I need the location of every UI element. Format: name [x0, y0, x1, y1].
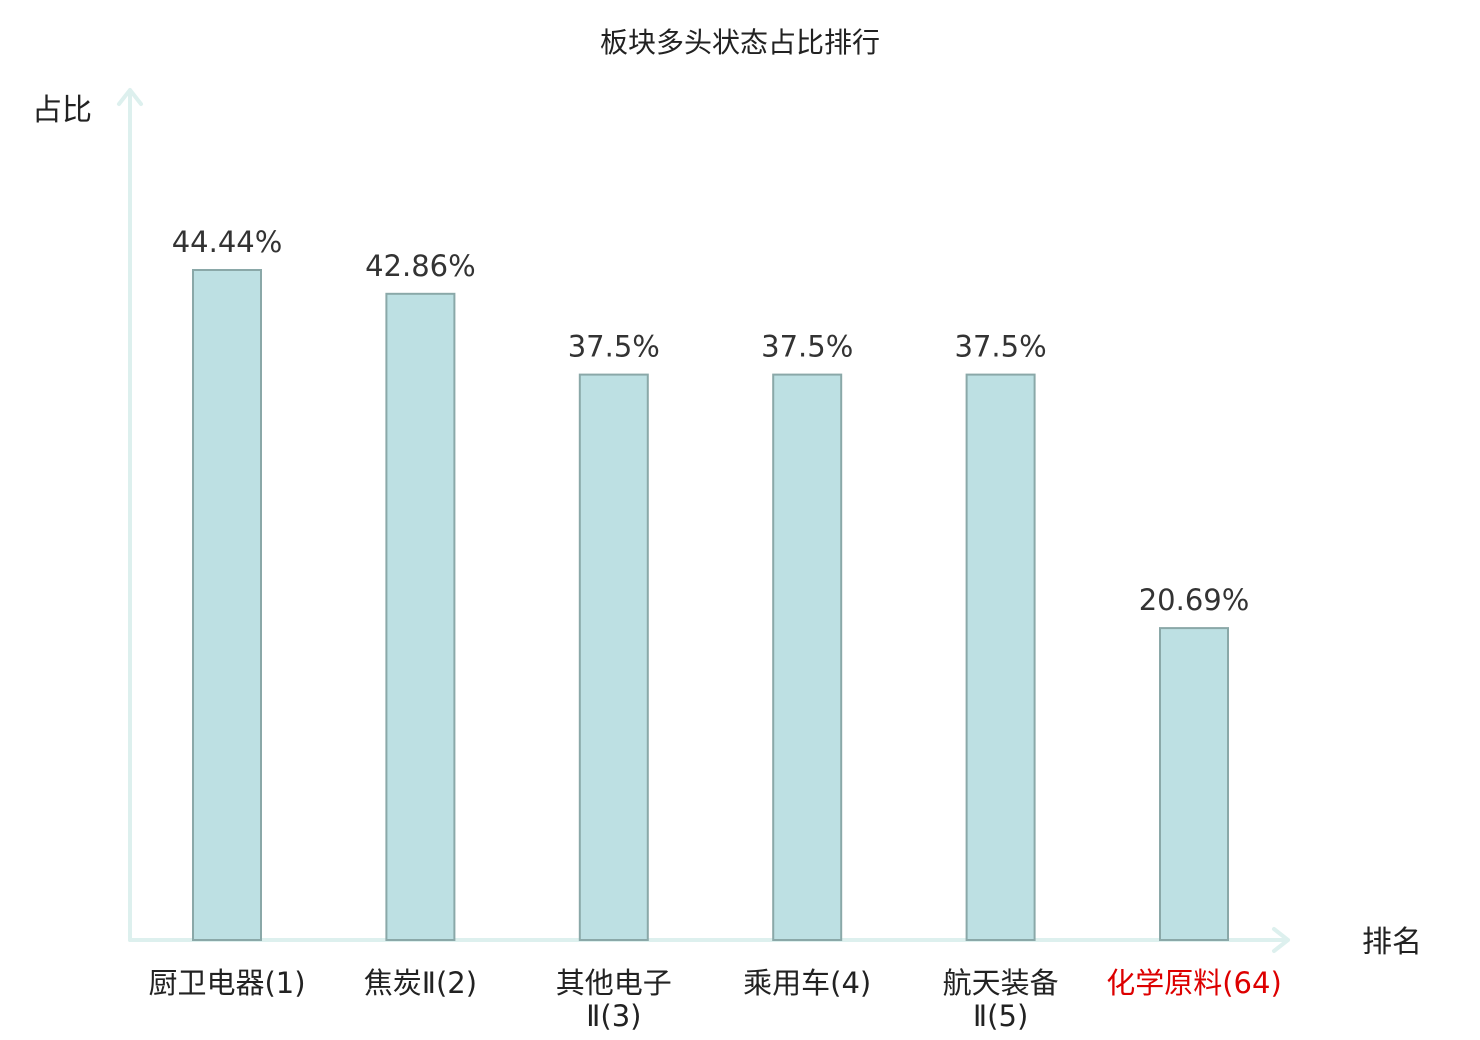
- bar: [965, 373, 1036, 942]
- bar: [578, 373, 649, 942]
- value-labels-group: 44.44% 42.86% 37.5% 37.5% 37.5% 20.69%: [172, 225, 1250, 617]
- data-label: 37.5%: [955, 330, 1047, 364]
- x-tick-label: Ⅱ(3): [586, 999, 641, 1033]
- bars-group: [192, 269, 1229, 942]
- x-tick-label: 其他电子: [556, 966, 672, 1000]
- bar: [192, 269, 262, 941]
- bar: [772, 373, 843, 942]
- x-tick-label: 焦炭Ⅱ(2): [364, 966, 477, 1000]
- data-label: 37.5%: [568, 330, 660, 364]
- x-tick-label: 厨卫电器(1): [148, 966, 305, 1000]
- data-label: 37.5%: [761, 330, 853, 364]
- x-tick-label: 乘用车(4): [743, 966, 871, 1000]
- x-axis-label: 排名: [1362, 925, 1422, 960]
- x-tick-label: Ⅱ(5): [973, 999, 1028, 1033]
- bar: [385, 292, 456, 941]
- x-tick-label: 航天装备: [943, 966, 1059, 1000]
- y-axis-label: 占比: [32, 93, 92, 128]
- data-label: 20.69%: [1139, 583, 1250, 617]
- data-label: 44.44%: [172, 225, 283, 259]
- bar: [1159, 627, 1229, 941]
- x-tick-label: 化学原料(64): [1106, 966, 1282, 1000]
- y-axis: [117, 88, 143, 942]
- data-label: 42.86%: [365, 249, 476, 283]
- chart-title: 板块多头状态占比排行: [600, 26, 880, 59]
- x-axis: [128, 927, 1290, 953]
